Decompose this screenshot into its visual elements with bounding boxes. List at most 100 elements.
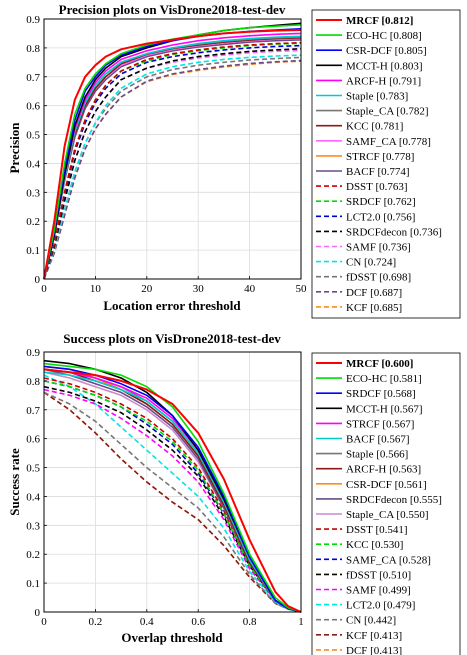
- chart-title: Precision plots on VisDrone2018-test-dev: [59, 2, 286, 17]
- y-tick-label: 0.7: [26, 405, 40, 417]
- legend-label: SRDCF [0.762]: [346, 196, 416, 208]
- series-line: [43, 29, 302, 280]
- legend-label: CSR-DCF [0.805]: [346, 45, 427, 57]
- y-tick-label: 0: [35, 607, 41, 619]
- legend-label: BACF [0.567]: [346, 434, 410, 446]
- legend-box: [311, 9, 461, 319]
- legend-label: KCF [0.685]: [346, 302, 402, 314]
- x-tick-label: 20: [141, 283, 153, 295]
- x-tick-label: 50: [296, 283, 308, 295]
- x-axis-label: Overlap threshold: [121, 630, 223, 645]
- legend-label: MRCF [0.600]: [346, 358, 413, 370]
- y-axis-label: Success rate: [7, 448, 22, 516]
- legend-label: Staple [0.783]: [346, 91, 408, 103]
- y-tick-label: 0.2: [26, 549, 40, 561]
- x-tick-label: 1: [298, 616, 304, 628]
- legend-label: STRCF [0.778]: [346, 151, 414, 163]
- series-line: [43, 374, 302, 613]
- legend-label: MCCT-H [0.803]: [346, 60, 423, 72]
- x-tick-label: 0: [41, 283, 47, 295]
- legend-label: DCF [0.413]: [346, 645, 402, 655]
- y-tick-label: 0.5: [26, 463, 40, 475]
- y-tick-label: 0.8: [26, 43, 40, 55]
- legend-label: LCT2.0 [0.479]: [346, 600, 415, 612]
- series-line: [43, 368, 302, 613]
- y-tick-label: 0: [35, 274, 41, 286]
- plot-frame: [43, 351, 302, 613]
- legend-label: CN [0.724]: [346, 257, 396, 269]
- series-line: [43, 54, 302, 280]
- legend: MRCF [0.600] ECO-HC [0.581] SRDCF [0.568] M…: [311, 352, 461, 655]
- y-tick-label: 0.1: [26, 578, 40, 590]
- x-tick-label: 40: [244, 283, 256, 295]
- precision-chart: Precision plots on VisDrone2018-test-dev…: [7, 2, 461, 319]
- legend-label: SRDCFdecon [0.555]: [346, 494, 442, 506]
- legend-label: ARCF-H [0.563]: [346, 464, 421, 476]
- x-tick-label: 0.2: [89, 616, 103, 628]
- ticks: 0 0.2 0.4 0.6 0.8 1 0 0.1 0.2 0.3 0.4 0.5 0.6 0.7 0.8 0…: [26, 347, 304, 628]
- series-line: [43, 24, 302, 280]
- success-chart: Success plots on VisDrone2018-test-dev O…: [7, 331, 461, 655]
- y-tick-label: 0.6: [26, 434, 40, 446]
- legend-label: SAMF [0.499]: [346, 585, 411, 597]
- grid: [44, 352, 301, 612]
- series-lines: [43, 359, 302, 613]
- legend-label: Staple_CA [0.782]: [346, 106, 429, 118]
- legend-label: DSST [0.541]: [346, 524, 408, 536]
- legend-label: CN [0.442]: [346, 615, 396, 627]
- x-tick-label: 0.4: [140, 616, 154, 628]
- legend-label: KCC [0.530]: [346, 539, 403, 551]
- x-tick-label: 0: [41, 616, 47, 628]
- legend-label: DCF [0.687]: [346, 287, 402, 299]
- legend-label: SAMF_CA [0.778]: [346, 136, 431, 148]
- legend-label: MCCT-H [0.567]: [346, 403, 423, 415]
- legend-label: LCT2.0 [0.756]: [346, 211, 415, 223]
- y-tick-label: 0.3: [26, 187, 40, 199]
- y-tick-label: 0.7: [26, 72, 40, 84]
- series-line: [43, 56, 302, 280]
- legend-label: fDSST [0.698]: [346, 272, 411, 284]
- legend-label: Staple_CA [0.550]: [346, 509, 429, 521]
- y-tick-label: 0.2: [26, 216, 40, 228]
- legend-label: SRDCFdecon [0.736]: [346, 226, 442, 238]
- legend-label: SAMF_CA [0.528]: [346, 554, 431, 566]
- legend-label: ECO-HC [0.808]: [346, 30, 422, 42]
- series-line: [43, 388, 302, 613]
- y-tick-label: 0.9: [26, 347, 40, 359]
- series-lines: [43, 22, 302, 280]
- series-line: [43, 44, 302, 280]
- y-tick-label: 0.5: [26, 130, 40, 142]
- y-tick-label: 0.8: [26, 376, 40, 388]
- legend-label: SAMF [0.736]: [346, 242, 411, 254]
- legend-label: DSST [0.763]: [346, 181, 408, 193]
- y-tick-label: 0.3: [26, 520, 40, 532]
- ticks: 0 10 20 30 40 50 0 0.1 0.2 0.3 0.4 0.5 0.6 0.7 0.8 0.9: [26, 14, 307, 295]
- y-axis-label: Precision: [7, 122, 22, 174]
- y-tick-label: 0.9: [26, 14, 40, 26]
- plot-frame: [43, 18, 302, 280]
- legend-label: Staple [0.566]: [346, 449, 408, 461]
- legend: MRCF [0.812] ECO-HC [0.808] CSR-DCF [0.805…: [311, 9, 461, 319]
- x-tick-label: 30: [193, 283, 205, 295]
- series-line: [43, 391, 302, 613]
- series-line: [43, 48, 302, 280]
- y-tick-label: 0.4: [26, 158, 40, 170]
- series-line: [43, 59, 302, 280]
- legend-label: MRCF [0.812]: [346, 15, 413, 27]
- chart-title: Success plots on VisDrone2018-test-dev: [63, 331, 281, 346]
- series-line: [43, 362, 302, 613]
- legend-label: CSR-DCF [0.561]: [346, 479, 427, 491]
- legend-label: STRCF [0.567]: [346, 418, 414, 430]
- y-tick-label: 0.1: [26, 245, 40, 257]
- y-tick-label: 0.4: [26, 491, 40, 503]
- x-axis-label: Location error threshold: [103, 298, 241, 313]
- plot-area: [44, 19, 301, 279]
- x-tick-label: 10: [90, 283, 102, 295]
- legend-label: ARCF-H [0.791]: [346, 75, 421, 87]
- series-line: [43, 41, 302, 280]
- x-tick-label: 0.8: [243, 616, 257, 628]
- series-line: [43, 391, 302, 613]
- y-tick-label: 0.6: [26, 101, 40, 113]
- plot-area: [44, 352, 301, 612]
